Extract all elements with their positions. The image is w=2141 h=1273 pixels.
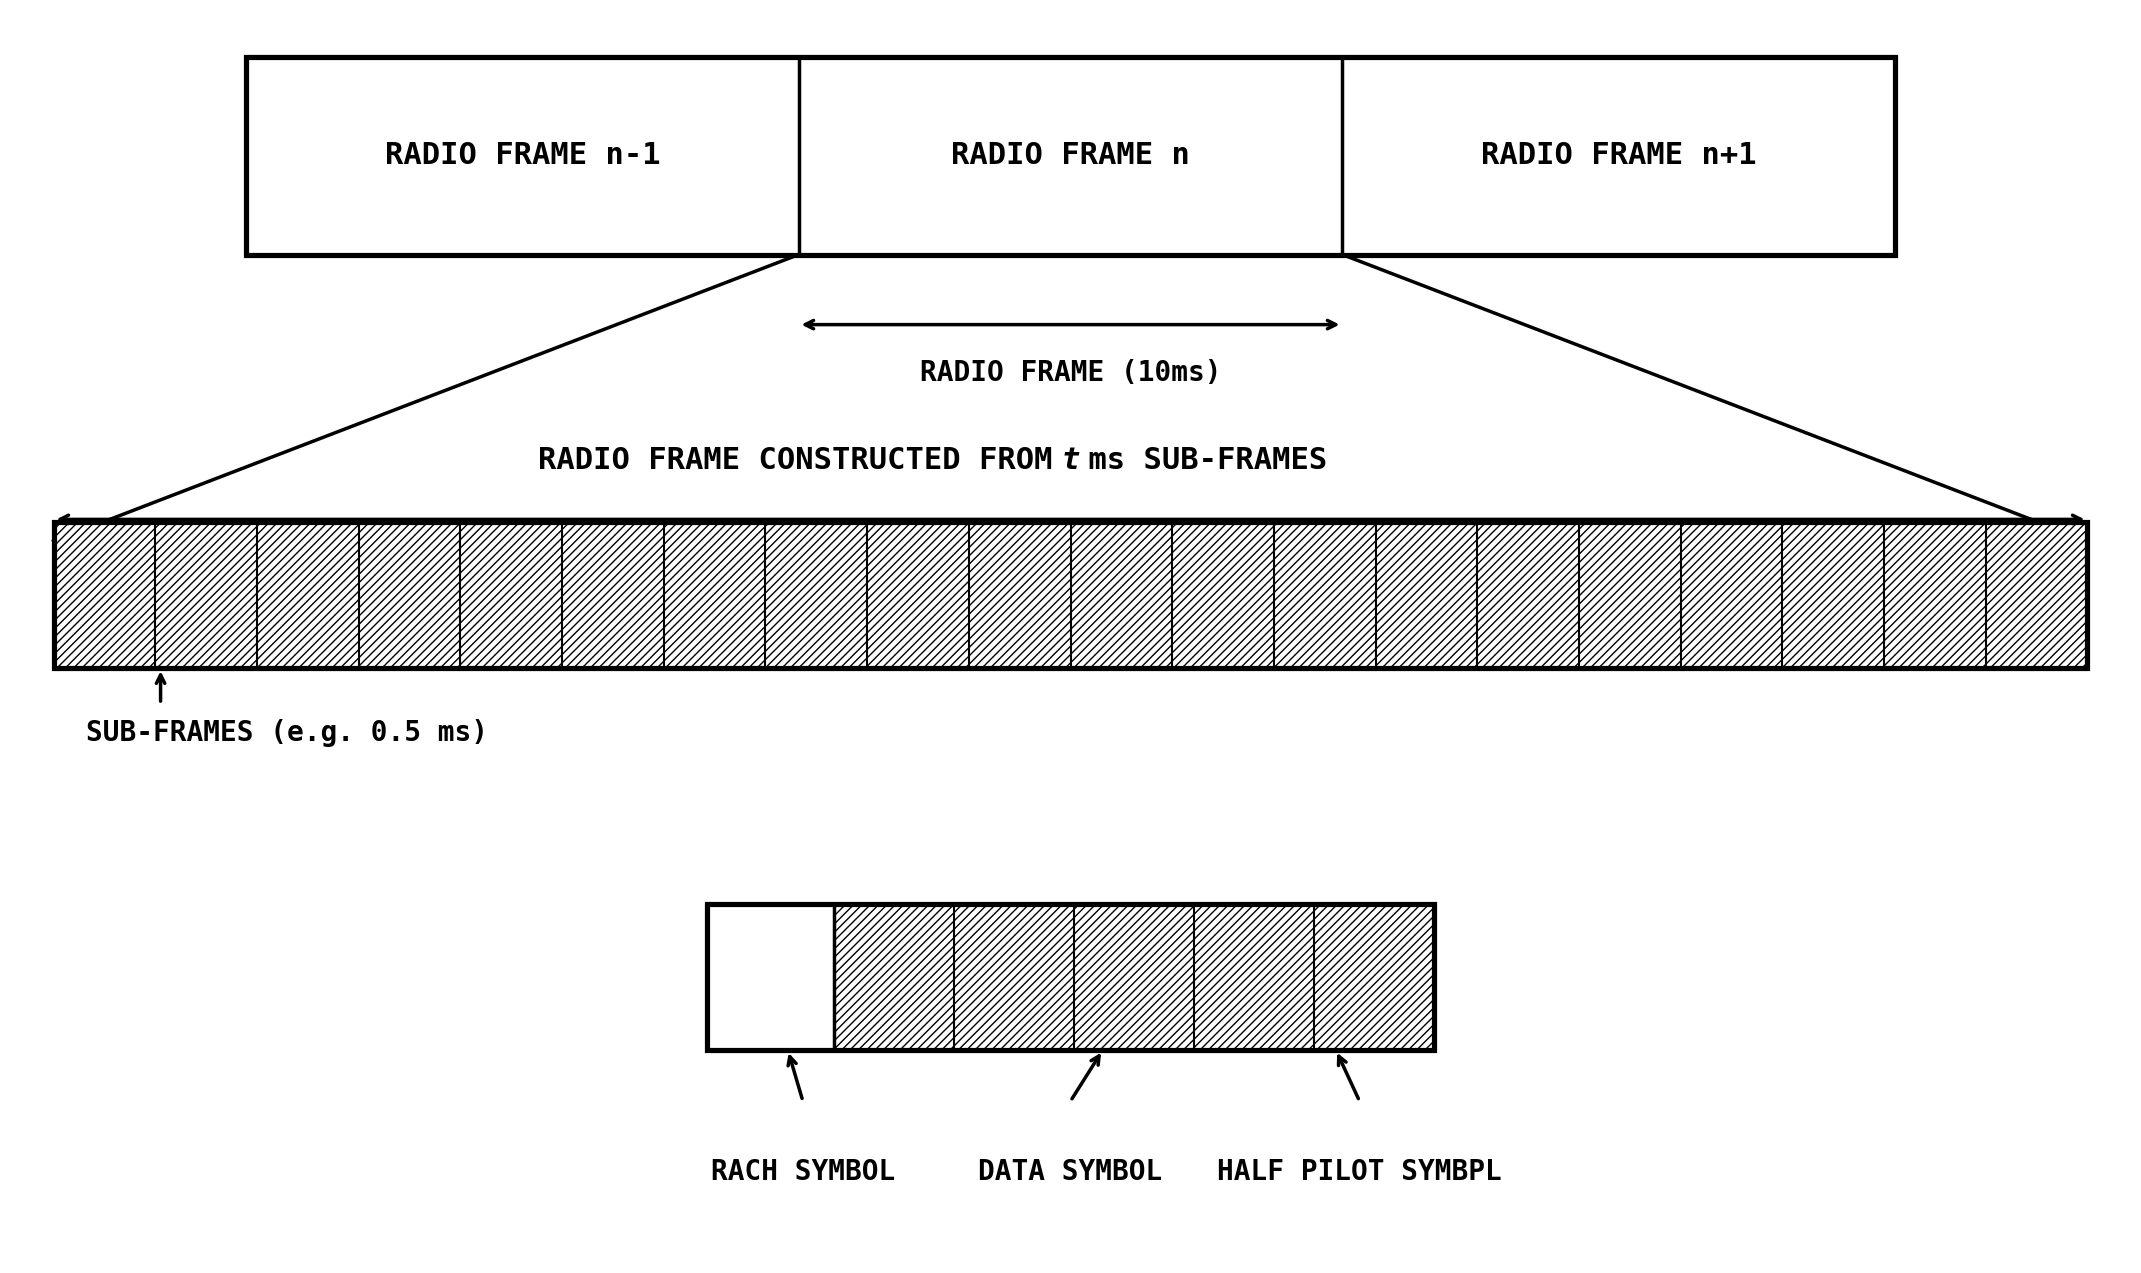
Text: RADIO FRAME CONSTRUCTED FROM: RADIO FRAME CONSTRUCTED FROM <box>537 447 1070 475</box>
Text: RADIO FRAME n+1: RADIO FRAME n+1 <box>1482 141 1756 171</box>
Text: RADIO FRAME n-1: RADIO FRAME n-1 <box>385 141 659 171</box>
Bar <box>246 57 1895 255</box>
Text: SUB-FRAMES (e.g. 0.5 ms): SUB-FRAMES (e.g. 0.5 ms) <box>86 719 488 747</box>
Text: RACH SYMBOL: RACH SYMBOL <box>711 1158 895 1186</box>
Text: HALF PILOT SYMBPL: HALF PILOT SYMBPL <box>1218 1158 1501 1186</box>
Text: RADIO FRAME n: RADIO FRAME n <box>951 141 1190 171</box>
Text: DATA SYMBOL: DATA SYMBOL <box>978 1158 1163 1186</box>
Bar <box>54 522 2087 668</box>
Text: t: t <box>1062 447 1079 475</box>
Bar <box>707 904 835 1050</box>
Bar <box>707 904 1434 1050</box>
Bar <box>833 904 1434 1050</box>
Text: ms SUB-FRAMES: ms SUB-FRAMES <box>1070 447 1327 475</box>
Text: RADIO FRAME (10ms): RADIO FRAME (10ms) <box>921 359 1220 387</box>
